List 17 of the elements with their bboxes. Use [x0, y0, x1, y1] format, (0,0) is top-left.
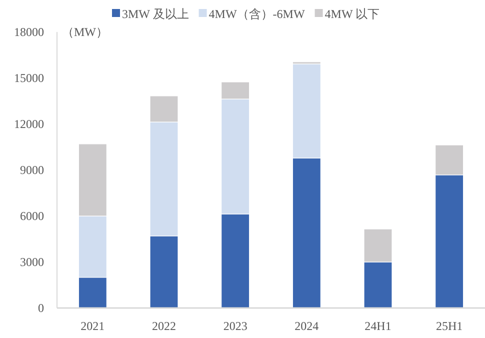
- legend-label: 4MW 以下: [324, 7, 380, 21]
- y-tick-label: 0: [38, 301, 44, 315]
- x-tick-label: 2024: [294, 319, 319, 333]
- x-tick-label: 24H1: [364, 319, 392, 333]
- y-tick-label: 9000: [20, 163, 44, 177]
- x-tick-label: 2021: [80, 319, 105, 333]
- y-tick-label: 6000: [20, 209, 44, 223]
- x-tick-label: 2023: [223, 319, 248, 333]
- legend-label: 4MW（含）-6MW: [208, 7, 306, 21]
- y-tick-label: 12000: [14, 117, 44, 131]
- y-axis-title: （MW）: [62, 25, 108, 39]
- y-tick-label: 15000: [14, 71, 44, 85]
- legend-label: 3MW 及以上: [122, 7, 189, 21]
- y-tick-label: 3000: [20, 255, 44, 269]
- x-tick-label: 25H1: [436, 319, 463, 333]
- y-tick-label: 18000: [14, 25, 44, 39]
- x-tick-label: 2022: [152, 319, 176, 333]
